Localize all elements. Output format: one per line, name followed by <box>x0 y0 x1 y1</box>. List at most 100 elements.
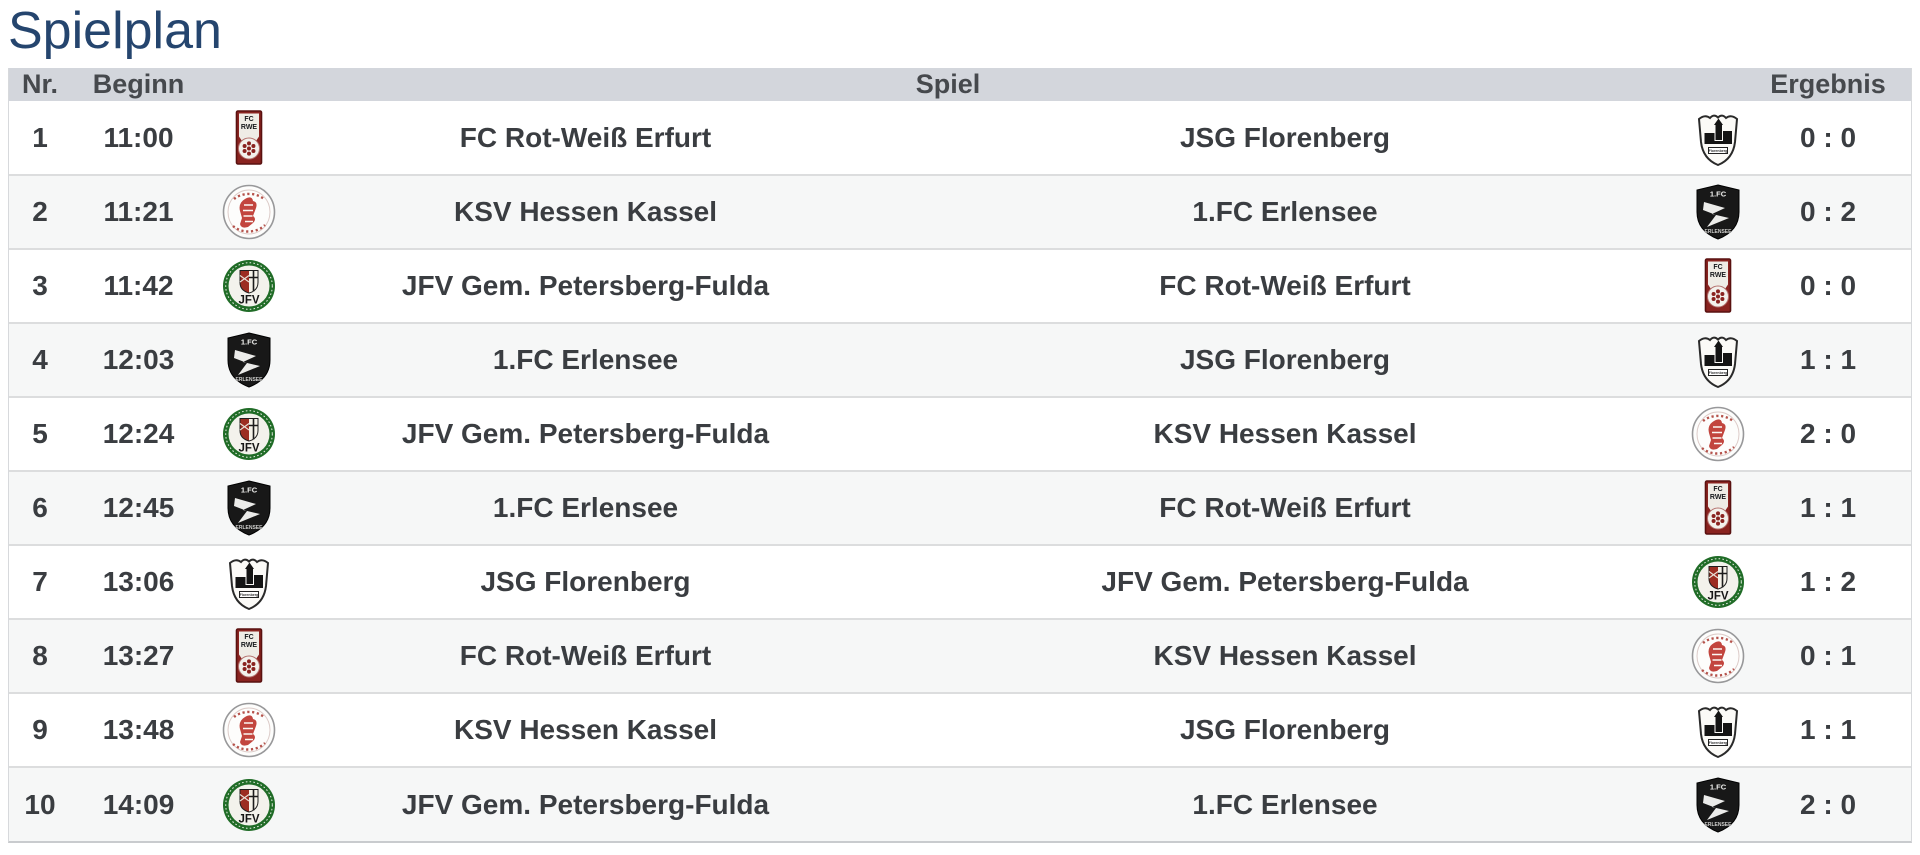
match-number: 6 <box>9 470 71 546</box>
match-row: 6 12:45 1.FC ERLENSEE 1.FC Erlensee FC R… <box>9 470 1912 546</box>
match-row: 10 14:09 JFV JFV Gem. Petersberg-Fulda 1… <box>9 766 1912 842</box>
svg-text:RWE: RWE <box>1710 494 1727 501</box>
column-header-ergebnis: Ergebnis <box>1745 68 1912 102</box>
home-team-name: JFV Gem. Petersberg-Fulda <box>291 248 880 324</box>
home-team-name: FC Rot-Weiß Erfurt <box>291 101 880 176</box>
svg-text:Florenberg: Florenberg <box>1709 371 1728 375</box>
svg-text:RWE: RWE <box>240 642 257 649</box>
match-number: 2 <box>9 174 71 250</box>
away-team-name: JFV Gem. Petersberg-Fulda <box>880 544 1691 620</box>
svg-text:FC: FC <box>1713 264 1722 271</box>
schedule-table-wrap: Nr. Beginn Spiel Ergebnis 1 11:00 FC RWE… <box>8 68 1912 844</box>
column-header-spiel: Spiel <box>206 68 1691 102</box>
away-team-name: JSG Florenberg <box>880 101 1691 176</box>
match-number: 10 <box>9 766 71 842</box>
jfv-club-badge-icon: JFV <box>221 406 277 462</box>
florenberg-club-badge-icon: Florenberg <box>1690 702 1746 759</box>
svg-text:Florenberg: Florenberg <box>1709 741 1728 745</box>
away-team-logo: 1.FC ERLENSEE <box>1690 766 1746 842</box>
florenberg-club-badge-icon: Florenberg <box>221 554 277 611</box>
match-row: 1 11:00 FC RWE FC Rot-Weiß Erfurt JSG Fl… <box>9 101 1912 176</box>
florenberg-club-badge-icon: Florenberg <box>1690 332 1746 389</box>
home-team-name: 1.FC Erlensee <box>291 470 880 546</box>
away-team-logo: Florenberg <box>1690 692 1746 768</box>
home-team-logo: Florenberg <box>206 544 291 620</box>
match-number: 4 <box>9 322 71 398</box>
match-row: 8 13:27 FC RWE FC Rot-Weiß Erfurt KSV He… <box>9 618 1912 694</box>
match-row: 3 11:42 JFV JFV Gem. Petersberg-Fulda FC… <box>9 248 1912 324</box>
home-team-name: JFV Gem. Petersberg-Fulda <box>291 766 880 842</box>
match-number: 7 <box>9 544 71 620</box>
ksv-club-badge-icon <box>221 702 277 758</box>
column-header-beginn: Beginn <box>71 68 206 102</box>
svg-text:FC: FC <box>1713 486 1722 493</box>
match-number: 3 <box>9 248 71 324</box>
away-team-logo <box>1690 618 1746 694</box>
schedule-table: Nr. Beginn Spiel Ergebnis 1 11:00 FC RWE… <box>9 68 1912 842</box>
home-team-logo <box>206 174 291 250</box>
away-team-logo: FC RWE <box>1690 470 1746 546</box>
match-time: 12:03 <box>71 322 206 398</box>
column-header-spacer <box>1690 68 1746 102</box>
match-time: 13:48 <box>71 692 206 768</box>
match-time: 12:45 <box>71 470 206 546</box>
svg-text:Florenberg: Florenberg <box>1709 149 1728 153</box>
svg-text:1.FC: 1.FC <box>240 486 257 495</box>
erlensee-club-badge-icon: 1.FC ERLENSEE <box>1690 184 1746 240</box>
svg-text:FC: FC <box>244 116 253 123</box>
svg-text:JFV: JFV <box>1707 591 1728 603</box>
schedule-table-body: 1 11:00 FC RWE FC Rot-Weiß Erfurt JSG Fl… <box>9 101 1912 842</box>
ksv-club-badge-icon <box>1690 406 1746 462</box>
match-number: 1 <box>9 101 71 176</box>
match-score: 0 : 0 <box>1745 101 1912 176</box>
match-time: 13:06 <box>71 544 206 620</box>
away-team-name: FC Rot-Weiß Erfurt <box>880 248 1691 324</box>
rwe-club-badge-icon: FC RWE <box>221 628 277 684</box>
match-score: 2 : 0 <box>1745 766 1912 842</box>
page-title: Spielplan <box>8 2 222 60</box>
away-team-name: JSG Florenberg <box>880 692 1691 768</box>
match-number: 8 <box>9 618 71 694</box>
match-time: 11:21 <box>71 174 206 250</box>
svg-text:Florenberg: Florenberg <box>239 593 258 597</box>
match-score: 0 : 2 <box>1745 174 1912 250</box>
match-score: 2 : 0 <box>1745 396 1912 472</box>
match-row: 7 13:06 Florenberg JSG Florenberg JFV Ge… <box>9 544 1912 620</box>
jfv-club-badge-icon: JFV <box>1690 554 1746 610</box>
svg-text:ERLENSEE: ERLENSEE <box>235 377 263 383</box>
svg-text:1.FC: 1.FC <box>1710 190 1727 199</box>
home-team-name: KSV Hessen Kassel <box>291 692 880 768</box>
match-score: 1 : 1 <box>1745 322 1912 398</box>
svg-text:JFV: JFV <box>238 443 259 455</box>
florenberg-club-badge-icon: Florenberg <box>1690 110 1746 166</box>
match-time: 14:09 <box>71 766 206 842</box>
svg-text:JFV: JFV <box>238 813 259 825</box>
match-number: 9 <box>9 692 71 768</box>
away-team-name: 1.FC Erlensee <box>880 766 1691 842</box>
away-team-logo <box>1690 396 1746 472</box>
home-team-name: KSV Hessen Kassel <box>291 174 880 250</box>
home-team-logo: JFV <box>206 248 291 324</box>
svg-text:RWE: RWE <box>1710 272 1727 279</box>
match-row: 9 13:48 KSV Hessen Kassel JSG Florenberg… <box>9 692 1912 768</box>
home-team-logo: 1.FC ERLENSEE <box>206 470 291 546</box>
away-team-logo: Florenberg <box>1690 322 1746 398</box>
match-score: 0 : 1 <box>1745 618 1912 694</box>
away-team-name: KSV Hessen Kassel <box>880 618 1691 694</box>
match-score: 0 : 0 <box>1745 248 1912 324</box>
ksv-club-badge-icon <box>1690 628 1746 684</box>
home-team-logo: JFV <box>206 766 291 842</box>
away-team-logo: Florenberg <box>1690 101 1746 176</box>
away-team-name: 1.FC Erlensee <box>880 174 1691 250</box>
match-row: 5 12:24 JFV JFV Gem. Petersberg-Fulda KS… <box>9 396 1912 472</box>
match-score: 1 : 2 <box>1745 544 1912 620</box>
ksv-club-badge-icon <box>221 184 277 240</box>
home-team-logo: JFV <box>206 396 291 472</box>
home-team-name: FC Rot-Weiß Erfurt <box>291 618 880 694</box>
home-team-name: JSG Florenberg <box>291 544 880 620</box>
rwe-club-badge-icon: FC RWE <box>1690 258 1746 314</box>
match-time: 12:24 <box>71 396 206 472</box>
svg-text:JFV: JFV <box>238 295 259 307</box>
svg-text:1.FC: 1.FC <box>1710 782 1727 791</box>
